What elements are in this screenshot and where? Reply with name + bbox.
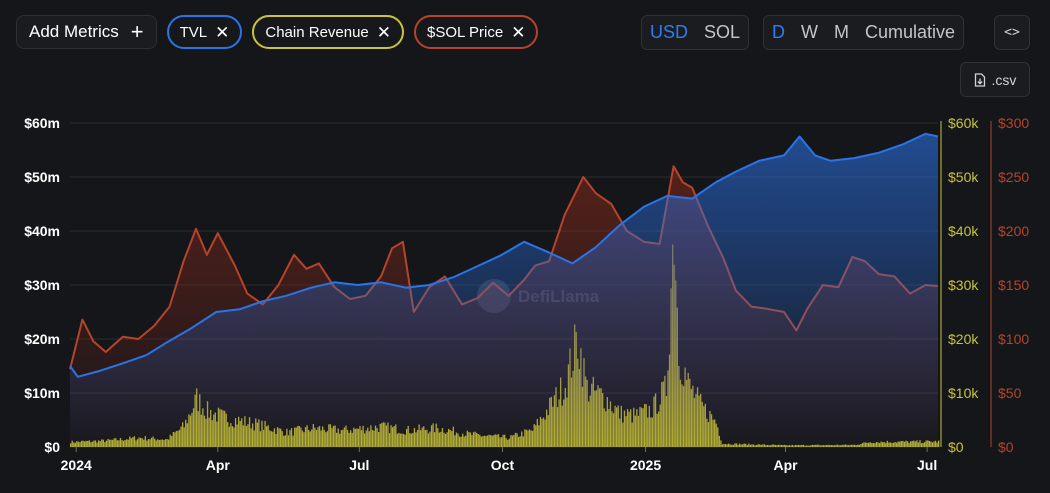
- x-tick-label: 2024: [61, 457, 92, 473]
- metrics-toolbar: Add Metrics + TVL ✕ Chain Revenue ✕ $SOL…: [16, 15, 539, 49]
- sol-price-axis-tick-label: $300: [998, 115, 1029, 131]
- remove-tvl-icon[interactable]: ✕: [215, 22, 230, 42]
- metric-chip-label: Chain Revenue: [265, 23, 369, 41]
- remove-chain-revenue-icon[interactable]: ✕: [376, 22, 392, 42]
- file-download-icon: [974, 72, 985, 87]
- sol-price-axis-tick-label: $50: [998, 385, 1022, 401]
- tvl-axis-tick-label: $60m: [24, 115, 60, 131]
- download-csv-button[interactable]: .csv: [960, 62, 1030, 97]
- metric-chip-label: TVL: [179, 23, 208, 41]
- add-metrics-button[interactable]: Add Metrics +: [16, 15, 157, 49]
- sol-price-axis-tick-label: $0: [998, 439, 1014, 455]
- chain-revenue-axis-tick-label: $20k: [948, 331, 979, 347]
- chain-revenue-axis-tick-label: $10k: [948, 385, 979, 401]
- granularity-option-monthly[interactable]: M: [834, 22, 849, 42]
- currency-option-usd[interactable]: USD: [650, 22, 689, 42]
- embed-code-button[interactable]: <>: [994, 15, 1030, 50]
- sol-price-axis-tick-label: $250: [998, 169, 1029, 185]
- chain-revenue-axis-tick-label: $40k: [948, 223, 979, 239]
- tvl-area: [70, 133, 938, 448]
- x-tick-label: Apr: [773, 457, 798, 473]
- sol-price-axis-tick-label: $200: [998, 223, 1029, 239]
- x-tick-label: Jul: [349, 457, 369, 473]
- remove-sol-price-icon[interactable]: ✕: [511, 22, 526, 42]
- granularity-option-cumulative[interactable]: Cumulative: [865, 22, 956, 42]
- chain-revenue-axis-tick-label: $50k: [948, 169, 979, 185]
- metric-chip-label: $SOL Price: [427, 23, 504, 41]
- granularity-option-daily[interactable]: D: [772, 22, 785, 42]
- chain-revenue-axis-tick-label: $30k: [948, 277, 979, 293]
- tvl-axis-tick-label: $30m: [24, 277, 60, 293]
- tvl-axis-tick-label: $50m: [24, 169, 60, 185]
- tvl-axis-tick-label: $0: [44, 439, 60, 455]
- chain-revenue-axis-tick-label: $0: [948, 439, 964, 455]
- chain-revenue-axis-tick-label: $60k: [948, 115, 979, 131]
- x-tick-label: Oct: [491, 457, 515, 473]
- tvl-line: [69, 132, 939, 378]
- x-tick-label: Apr: [206, 457, 231, 473]
- granularity-toggle: D W M Cumulative: [763, 15, 965, 50]
- metric-chip-sol-price[interactable]: $SOL Price ✕: [414, 15, 539, 49]
- plus-icon: +: [130, 19, 144, 44]
- x-tick-label: Jul: [917, 457, 937, 473]
- tvl-axis-tick-label: $10m: [24, 385, 60, 401]
- add-metrics-label: Add Metrics: [29, 22, 119, 41]
- code-icon: <>: [1004, 25, 1020, 40]
- csv-label: .csv: [991, 71, 1017, 88]
- tvl-axis-tick-label: $20m: [24, 331, 60, 347]
- currency-toggle: USD SOL: [641, 15, 750, 50]
- chain-revenue-bar: [938, 440, 940, 447]
- granularity-option-weekly[interactable]: W: [801, 22, 818, 42]
- metric-chip-chain-revenue[interactable]: Chain Revenue ✕: [252, 15, 405, 49]
- sol-price-axis-tick-label: $100: [998, 331, 1029, 347]
- metric-chip-tvl[interactable]: TVL ✕: [166, 15, 243, 49]
- currency-option-sol[interactable]: SOL: [704, 22, 741, 42]
- tvl-axis-tick-label: $40m: [24, 223, 60, 239]
- x-tick-label: 2025: [630, 457, 661, 473]
- sol-price-axis-tick-label: $150: [998, 277, 1029, 293]
